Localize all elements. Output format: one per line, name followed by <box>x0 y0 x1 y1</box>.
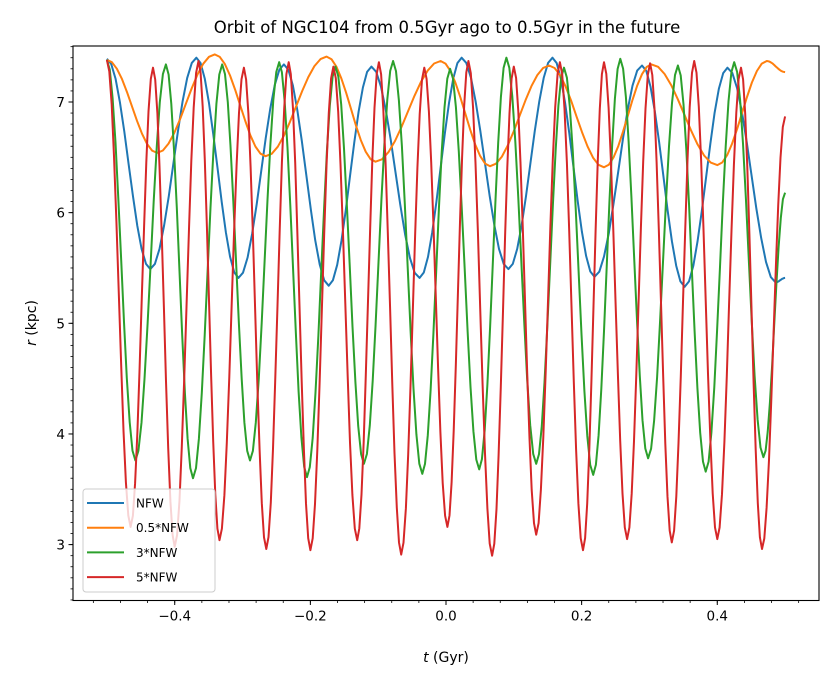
legend: NFW 0.5*NFW 3*NFW 5*NFW <box>82 488 216 593</box>
legend-label: 5*NFW <box>136 571 178 585</box>
y-axis-var: r <box>24 339 40 346</box>
x-tick-label: −0.2 <box>294 609 327 625</box>
y-tick-label: 7 <box>56 95 65 111</box>
legend-box <box>82 488 216 593</box>
y-tick-label: 6 <box>56 206 65 222</box>
y-tick-label: 3 <box>56 538 65 554</box>
x-tick-label: 0.4 <box>707 609 728 625</box>
x-axis-unit: (Gyr) <box>429 650 469 666</box>
y-axis-label: r (kpc) <box>24 300 40 346</box>
series-line-5-nfw <box>105 59 787 557</box>
ticks-layer: −0.4 −0.2 0.0 0.2 0.4 3 4 5 6 7 <box>56 46 800 625</box>
series-line-0-5-nfw <box>106 53 786 169</box>
series-layer <box>105 53 787 557</box>
chart-title: Orbit of NGC104 from 0.5Gyr ago to 0.5Gy… <box>214 18 680 37</box>
y-tick-label: 4 <box>56 427 65 443</box>
legend-label: NFW <box>136 497 164 511</box>
x-axis-var: t <box>423 650 429 666</box>
x-tick-label: 0.0 <box>435 609 456 625</box>
y-axis-unit: (kpc) <box>24 300 40 340</box>
x-tick-label: 0.2 <box>571 609 592 625</box>
x-axis-label: t (Gyr) <box>423 650 469 666</box>
x-tick-label: −0.4 <box>158 609 191 625</box>
legend-label: 3*NFW <box>136 546 178 560</box>
y-tick-label: 5 <box>56 316 65 332</box>
series-line-3-nfw <box>105 56 787 480</box>
legend-label: 0.5*NFW <box>136 521 189 535</box>
series-line-nfw <box>106 56 786 288</box>
